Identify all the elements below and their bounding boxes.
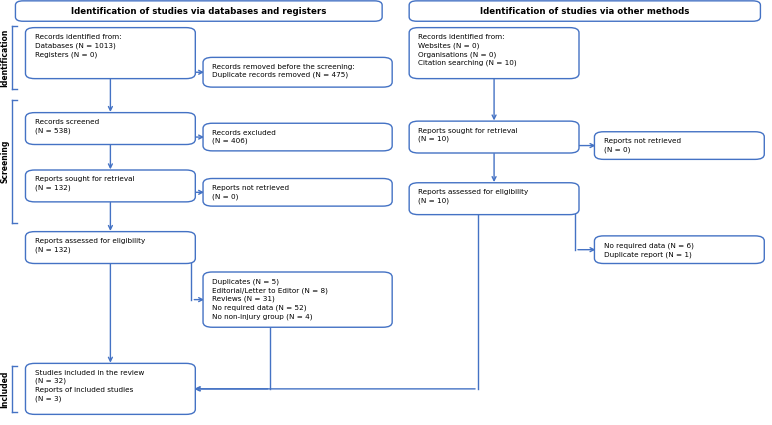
Text: Records excluded
(N = 406): Records excluded (N = 406) (212, 130, 276, 144)
Text: Reports sought for retrieval
(N = 10): Reports sought for retrieval (N = 10) (418, 128, 518, 142)
Text: Included: Included (0, 370, 9, 408)
Text: Records identified from:
Databases (N = 1013)
Registers (N = 0): Records identified from: Databases (N = … (35, 34, 121, 57)
FancyBboxPatch shape (594, 236, 764, 264)
FancyBboxPatch shape (594, 132, 764, 159)
Text: Identification of studies via databases and registers: Identification of studies via databases … (71, 6, 327, 16)
Text: Records screened
(N = 538): Records screened (N = 538) (35, 119, 99, 134)
FancyBboxPatch shape (409, 183, 579, 215)
FancyBboxPatch shape (203, 178, 392, 206)
Text: Reports sought for retrieval
(N = 132): Reports sought for retrieval (N = 132) (35, 176, 134, 191)
FancyBboxPatch shape (25, 232, 195, 264)
FancyBboxPatch shape (25, 170, 195, 202)
FancyBboxPatch shape (409, 28, 579, 79)
Text: Reports assessed for eligibility
(N = 132): Reports assessed for eligibility (N = 13… (35, 238, 145, 253)
FancyBboxPatch shape (25, 113, 195, 144)
FancyBboxPatch shape (203, 57, 392, 87)
FancyBboxPatch shape (203, 272, 392, 327)
FancyBboxPatch shape (15, 1, 382, 21)
FancyBboxPatch shape (25, 28, 195, 79)
Text: No required data (N = 6)
Duplicate report (N = 1): No required data (N = 6) Duplicate repor… (604, 242, 693, 258)
Text: Reports not retrieved
(N = 0): Reports not retrieved (N = 0) (212, 185, 290, 200)
FancyBboxPatch shape (409, 1, 760, 21)
FancyBboxPatch shape (25, 363, 195, 414)
FancyBboxPatch shape (203, 123, 392, 151)
Text: Duplicates (N = 5)
Editorial/Letter to Editor (N = 8)
Reviews (N = 31)
No requir: Duplicates (N = 5) Editorial/Letter to E… (212, 278, 328, 320)
Text: Reports assessed for eligibility
(N = 10): Reports assessed for eligibility (N = 10… (418, 189, 529, 204)
FancyBboxPatch shape (409, 121, 579, 153)
Text: Studies included in the review
(N = 32)
Reports of included studies
(N = 3): Studies included in the review (N = 32) … (35, 370, 144, 402)
Text: Records identified from:
Websites (N = 0)
Organisations (N = 0)
Citation searchi: Records identified from: Websites (N = 0… (418, 34, 517, 66)
Text: Screening: Screening (0, 140, 9, 183)
Text: Identification: Identification (0, 28, 9, 87)
Text: Records removed before the screening:
Duplicate records removed (N = 475): Records removed before the screening: Du… (212, 64, 355, 79)
Text: Identification of studies via other methods: Identification of studies via other meth… (480, 6, 689, 16)
Text: Reports not retrieved
(N = 0): Reports not retrieved (N = 0) (604, 138, 681, 153)
